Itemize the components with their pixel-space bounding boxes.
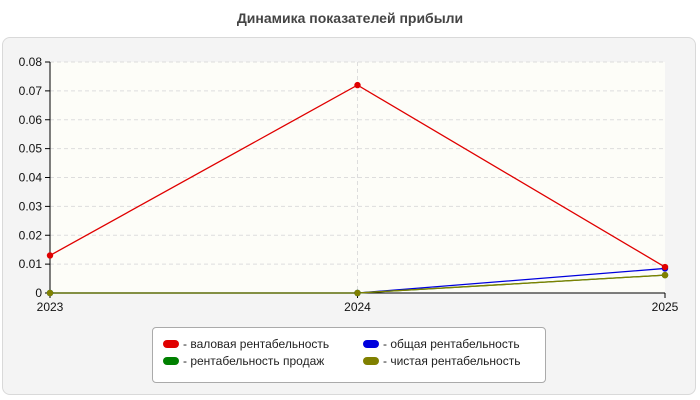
series-group (46, 81, 669, 297)
chart-title: Динамика показателей прибыли (236, 10, 464, 26)
data-point (46, 289, 54, 297)
legend-label: - чистая рентабельность (383, 354, 521, 368)
data-point (661, 271, 669, 279)
y-tick-label: 0.06 (19, 113, 43, 127)
legend-swatch-total-margin (363, 340, 379, 348)
legend: - валовая рентабельность - общая рентабе… (152, 327, 546, 383)
legend-label: - валовая рентабельность (183, 337, 330, 351)
data-point (661, 263, 669, 271)
y-tick-label: 0.01 (19, 257, 43, 271)
y-tick-label: 0.05 (19, 142, 43, 156)
y-tick-label: 0.08 (19, 55, 43, 69)
y-tick-label: 0 (35, 286, 42, 300)
legend-item-gross-margin[interactable]: - валовая рентабельность (163, 337, 329, 351)
y-tick-label: 0.03 (19, 199, 43, 213)
legend-swatch-sales-margin (163, 357, 179, 365)
legend-swatch-gross-margin (163, 340, 179, 348)
data-point (354, 289, 361, 297)
y-tick-label: 0.07 (19, 84, 43, 98)
y-axis-ticks: 0 0.01 0.02 0.03 0.04 0.05 0.06 0.07 0.08 (19, 55, 50, 300)
y-tick-label: 0.02 (19, 228, 43, 242)
legend-item-total-margin[interactable]: - общая рентабельность (363, 337, 520, 351)
legend-label: - рентабельность продаж (183, 354, 325, 368)
legend-item-sales-margin[interactable]: - рентабельность продаж (163, 354, 324, 368)
data-point (46, 252, 54, 259)
legend-item-net-margin[interactable]: - чистая рентабельность (363, 354, 520, 368)
x-tick-label: 2025 (652, 300, 679, 314)
legend-swatch-net-margin (363, 357, 379, 365)
data-point (354, 81, 361, 89)
x-tick-label: 2023 (37, 300, 64, 314)
y-tick-label: 0.04 (19, 171, 43, 185)
legend-label: - общая рентабельность (383, 337, 520, 351)
x-tick-label: 2024 (344, 300, 371, 314)
